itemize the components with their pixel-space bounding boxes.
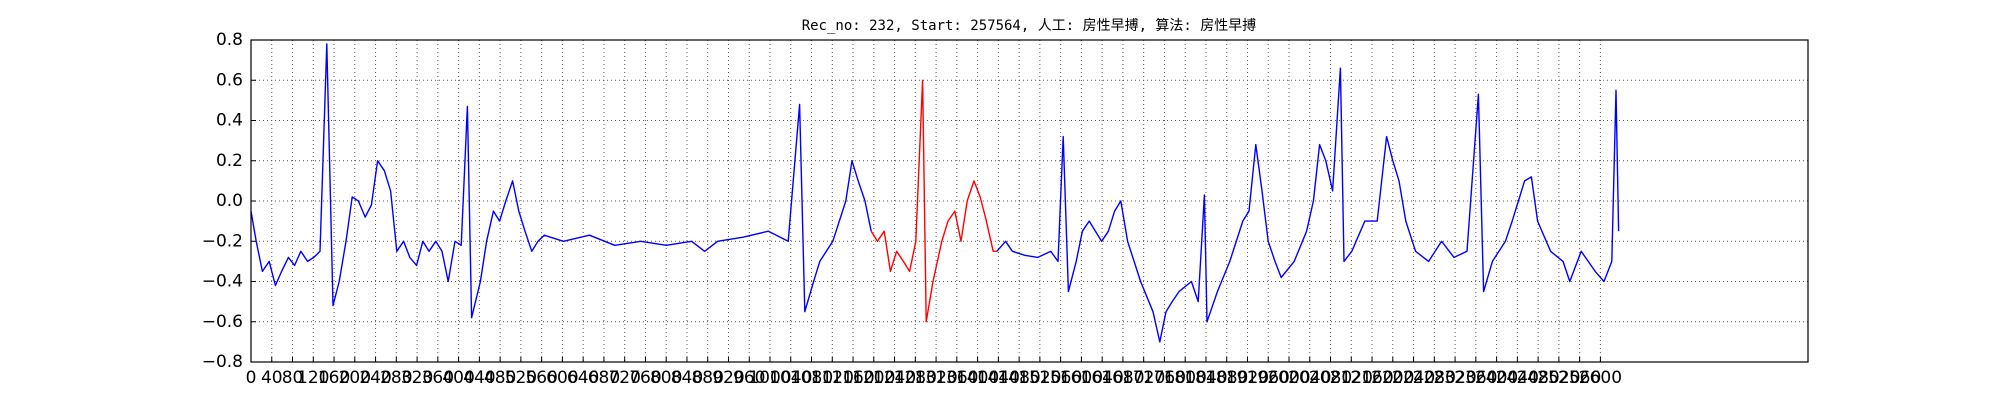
x-tick-label: 2240 [1392,368,1435,388]
x-tick-label: 360 [422,368,454,388]
x-tick-label: 1560 [1039,368,1082,388]
x-tick-label: 520 [505,368,537,388]
x-tick-label: 1000 [748,368,791,388]
x-tick-label: 2080 [1309,368,1352,388]
x-tick-label: 1480 [997,368,1040,388]
x-tick-label: 2400 [1475,368,1518,388]
x-tick-label: 760 [629,368,661,388]
x-tick-label: 2120 [1330,368,1373,388]
y-tick-label: 0.4 [216,111,243,131]
y-tick-label: 0.6 [216,70,243,90]
x-tick-label: 1440 [977,368,1020,388]
x-tick-label: 1720 [1122,368,1165,388]
x-tick-label: 1680 [1101,368,1144,388]
x-tick-label: 280 [380,368,412,388]
y-tick-label: 0.2 [216,151,243,171]
x-tick-label: 2480 [1516,368,1559,388]
x-tick-label: 2520 [1537,368,1580,388]
x-tick-label: 160 [318,368,350,388]
x-tick-label: 1320 [914,368,957,388]
x-tick-label: 2000 [1267,368,1310,388]
x-tick-label: 1920 [1226,368,1269,388]
y-tick-label: −0.2 [202,231,243,251]
x-tick-label: 120 [297,368,329,388]
x-tick-label: 920 [712,368,744,388]
y-tick-label: −0.4 [202,272,243,292]
x-tick-label: 2440 [1496,368,1539,388]
x-tick-label: 1360 [935,368,978,388]
y-tick-label: 0.0 [216,191,243,211]
y-tick-label: −0.6 [202,312,243,332]
x-tick-label: 960 [733,368,765,388]
x-tick-label: 1640 [1081,368,1124,388]
x-tick-label: 1080 [790,368,833,388]
x-tick-label: 400 [442,368,474,388]
x-tick-label: 80 [282,368,304,388]
x-tick-label: 2160 [1350,368,1393,388]
x-tick-label: 2280 [1413,368,1456,388]
x-tick-label: 1240 [873,368,916,388]
x-tick-label: 1880 [1205,368,1248,388]
x-tick-label: 320 [401,368,433,388]
x-tick-label: 1040 [769,368,812,388]
x-tick-label: 1600 [1060,368,1103,388]
x-tick-label: 600 [546,368,578,388]
x-tick-label: 560 [525,368,557,388]
x-tick-label: 440 [463,368,495,388]
x-tick-label: 1800 [1164,368,1207,388]
line-series [250,43,1620,343]
x-tick-label: 2360 [1454,368,1497,388]
x-tick-label: 200 [339,368,371,388]
x-tick-label: 1160 [831,368,874,388]
x-tick-label: 720 [608,368,640,388]
y-tick-label: −0.8 [202,352,243,372]
x-tick-label: 480 [484,368,516,388]
x-tick-label: 1840 [1184,368,1227,388]
x-tick-label: 680 [588,368,620,388]
x-tick-label: 2560 [1558,368,1601,388]
x-tick-label: 2200 [1371,368,1414,388]
x-tick-label: 0 [246,368,257,388]
line-series [870,79,997,323]
x-tick-label: 1200 [852,368,895,388]
y-tick-label: 0.8 [216,30,243,50]
chart-title: Rec_no: 232, Start: 257564, 人工: 房性早搏, 算法… [802,17,1257,34]
x-tick-label: 640 [567,368,599,388]
x-tick-label: 800 [650,368,682,388]
plot-frame [250,39,1809,363]
x-tick-label: 1760 [1143,368,1186,388]
x-tick-label: 880 [691,368,723,388]
x-tick-label: 2600 [1579,368,1622,388]
x-tick-label: 40 [261,368,283,388]
x-tick-label: 1400 [956,368,999,388]
x-tick-label: 2320 [1433,368,1476,388]
x-tick-label: 840 [671,368,703,388]
x-tick-label: 240 [359,368,391,388]
x-tick-label: 1120 [811,368,854,388]
x-tick-label: 1280 [894,368,937,388]
x-tick-label: 2040 [1288,368,1331,388]
x-tick-label: 1520 [1018,368,1061,388]
x-tick-label: 1960 [1247,368,1290,388]
